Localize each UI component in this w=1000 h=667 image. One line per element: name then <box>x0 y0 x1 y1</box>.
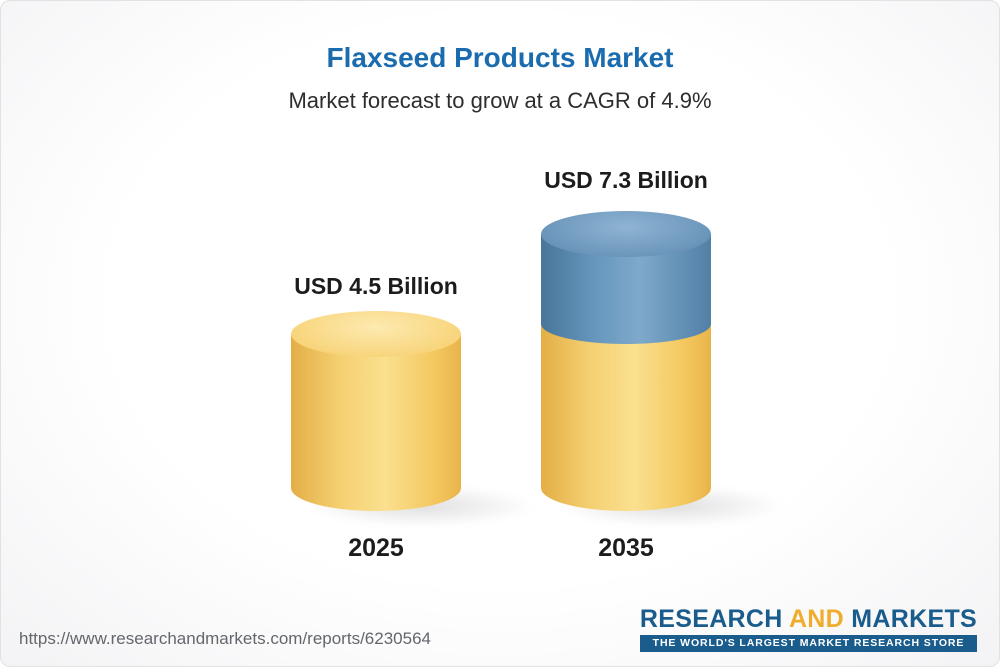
bar-segment-2025 <box>291 334 461 511</box>
research-and-markets-logo: RESEARCH AND MARKETS THE WORLD'S LARGEST… <box>639 606 977 652</box>
source-url-link[interactable]: https://www.researchandmarkets.com/repor… <box>19 628 431 648</box>
logo-tagline: THE WORLD'S LARGEST MARKET RESEARCH STOR… <box>639 635 977 652</box>
chart-subtitle: Market forecast to grow at a CAGR of 4.9… <box>288 88 712 113</box>
bar-cap-2035 <box>541 211 711 257</box>
logo-word-research: RESEARCH <box>639 604 783 633</box>
logo-word-and: AND <box>788 604 845 633</box>
value-label-2035: USD 7.3 Billion <box>544 167 708 193</box>
logo-word-markets: MARKETS <box>851 604 977 633</box>
logo-wordmark: RESEARCH AND MARKETS <box>640 606 977 632</box>
category-label-2035: 2035 <box>598 534 654 562</box>
footer: https://www.researchandmarkets.com/repor… <box>1 606 999 652</box>
value-label-2025: USD 4.5 Billion <box>294 273 458 299</box>
chart-title: Flaxseed Products Market <box>326 42 674 73</box>
bar-cap-2025 <box>291 311 461 357</box>
bar-cylinder-2025 <box>291 311 461 511</box>
category-label-2025: 2025 <box>348 534 404 562</box>
bar-cylinder-2035 <box>541 211 711 511</box>
bar-segment-2035-base <box>541 324 711 511</box>
